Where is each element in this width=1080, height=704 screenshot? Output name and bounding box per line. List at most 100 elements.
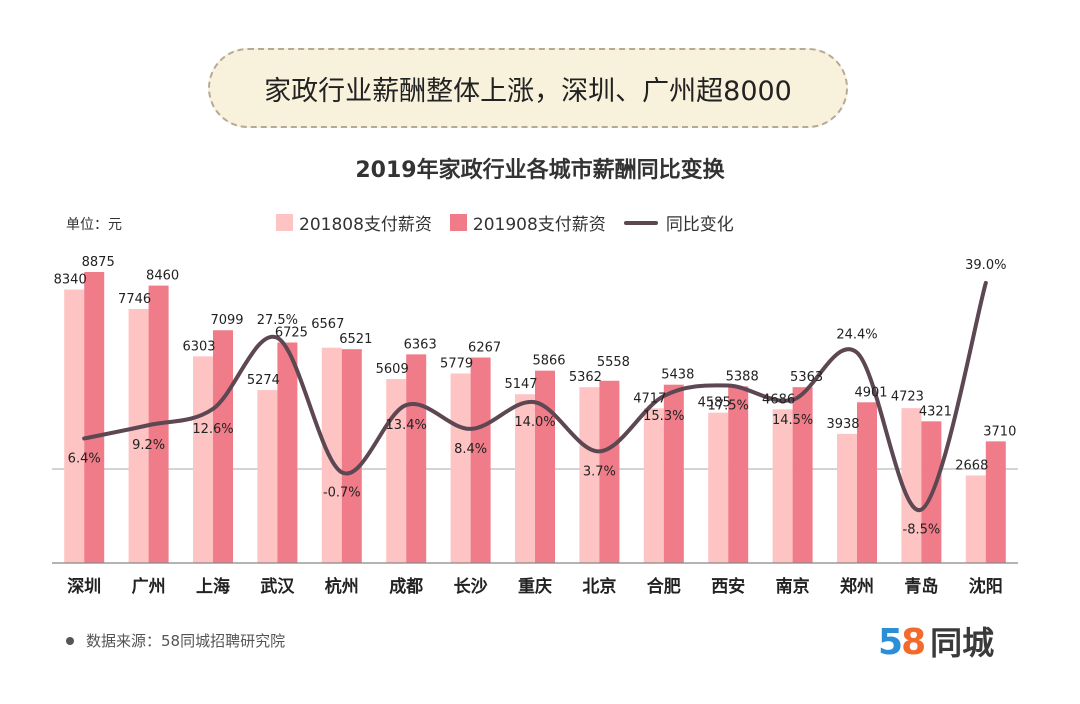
category-label-1: 广州 bbox=[132, 576, 166, 597]
pct-label-2: 12.6% bbox=[192, 422, 233, 437]
legend-label-yoy: 同比变化 bbox=[665, 215, 734, 235]
value-label-2019-8: 5558 bbox=[597, 355, 630, 370]
bar-2019-5 bbox=[406, 354, 427, 563]
bar-2018-14 bbox=[965, 475, 986, 563]
value-label-2018-2: 6303 bbox=[182, 339, 215, 354]
bar-2019-0 bbox=[84, 272, 105, 563]
value-label-2018-3: 5274 bbox=[247, 373, 280, 388]
value-label-2019-0: 8875 bbox=[82, 255, 115, 270]
category-label-6: 长沙 bbox=[454, 576, 488, 597]
category-label-9: 合肥 bbox=[647, 576, 681, 597]
bar-2018-12 bbox=[837, 433, 857, 563]
bar-2018-6 bbox=[450, 373, 471, 563]
category-label-13: 青岛 bbox=[904, 576, 938, 597]
pct-label-7: 14.0% bbox=[514, 415, 555, 430]
bar-2018-13 bbox=[901, 408, 922, 563]
legend-swatch-2018 bbox=[276, 214, 293, 231]
value-label-2018-11: 4686 bbox=[762, 392, 795, 407]
legend-item-2018: 201808支付薪资 bbox=[276, 210, 432, 235]
legend-swatch-2019 bbox=[449, 214, 467, 231]
source-text: 数据来源：58同城招聘研究院 bbox=[86, 632, 286, 650]
value-label-2018-6: 5779 bbox=[440, 357, 473, 372]
value-label-2019-1: 8460 bbox=[146, 269, 179, 284]
value-label-2018-10: 4585 bbox=[698, 396, 731, 411]
yoy-line bbox=[82, 280, 988, 512]
bar-2018-8 bbox=[579, 387, 600, 563]
value-label-2018-4: 6567 bbox=[311, 317, 344, 332]
value-label-2019-10: 5388 bbox=[726, 369, 759, 384]
bar-2018-5 bbox=[386, 379, 407, 563]
pct-label-1: 9.2% bbox=[132, 438, 165, 453]
value-label-2019-3: 6725 bbox=[275, 325, 308, 340]
bar-2018-1 bbox=[128, 309, 149, 563]
value-label-2018-13: 4723 bbox=[891, 389, 924, 404]
unit-label: 单位：元 bbox=[66, 217, 122, 233]
bar-2019-12 bbox=[857, 402, 877, 563]
pct-label-4: -0.7% bbox=[323, 485, 361, 500]
data-source: 数据来源：58同城招聘研究院 bbox=[66, 630, 285, 651]
pct-label-11: 14.5% bbox=[772, 413, 813, 428]
bar-2019-8 bbox=[599, 380, 620, 563]
value-label-2019-13: 4321 bbox=[919, 404, 952, 419]
bar-2018-11 bbox=[772, 409, 793, 563]
category-label-0: 深圳 bbox=[67, 576, 101, 597]
bar-2018-3 bbox=[257, 390, 278, 563]
value-label-2019-4: 6521 bbox=[339, 332, 372, 347]
category-label-7: 重庆 bbox=[518, 576, 552, 597]
pct-label-9: 15.3% bbox=[643, 409, 684, 424]
value-label-2018-9: 4717 bbox=[633, 391, 666, 406]
value-label-2019-12: 4901 bbox=[854, 385, 887, 400]
category-label-10: 西安 bbox=[711, 576, 745, 597]
logo-digit-5: 5 bbox=[878, 622, 903, 663]
bar-2019-3 bbox=[277, 342, 298, 563]
bar-2019-7 bbox=[535, 370, 555, 563]
value-label-2019-6: 6267 bbox=[468, 341, 501, 356]
category-label-8: 北京 bbox=[582, 576, 616, 597]
logo-text: 同城 bbox=[930, 624, 995, 662]
value-label-2018-14: 2668 bbox=[955, 459, 988, 474]
legend-label-2019: 201908支付薪资 bbox=[472, 215, 606, 235]
bar-2018-2 bbox=[193, 356, 213, 563]
logo-digit-8: 8 bbox=[901, 622, 927, 663]
category-label-2: 上海 bbox=[196, 576, 230, 597]
value-label-2018-1: 7746 bbox=[118, 292, 151, 307]
legend-item-yoy: 同比变化 bbox=[623, 210, 734, 235]
category-label-11: 南京 bbox=[776, 576, 810, 597]
pct-label-8: 3.7% bbox=[583, 464, 616, 479]
chart-legend: 201808支付薪资 201908支付薪资 同比变化 bbox=[276, 210, 752, 235]
bar-2019-9 bbox=[663, 384, 684, 563]
pct-label-5: 13.4% bbox=[386, 418, 427, 433]
pct-label-3: 27.5% bbox=[257, 313, 298, 328]
value-label-2019-11: 5363 bbox=[790, 370, 823, 385]
bar-2019-10 bbox=[728, 386, 749, 563]
headline-text: 家政行业薪酬整体上涨，深圳、广州超8000 bbox=[264, 75, 792, 107]
pct-label-10: 17.5% bbox=[708, 399, 749, 414]
value-label-2018-7: 5147 bbox=[504, 377, 537, 392]
category-label-14: 沈阳 bbox=[969, 576, 1003, 597]
bar-2018-0 bbox=[64, 289, 85, 563]
pct-label-6: 8.4% bbox=[454, 442, 487, 457]
pct-label-0: 6.4% bbox=[68, 451, 101, 466]
value-label-2019-7: 5866 bbox=[532, 354, 565, 369]
bar-2019-14 bbox=[985, 441, 1006, 563]
value-label-2019-2: 7099 bbox=[210, 313, 243, 328]
value-label-2018-8: 5362 bbox=[569, 370, 602, 385]
bar-2018-10 bbox=[708, 412, 729, 563]
bar-2019-11 bbox=[792, 387, 813, 563]
category-label-4: 杭州 bbox=[325, 576, 359, 597]
bar-2018-9 bbox=[643, 408, 664, 563]
legend-swatch-yoy bbox=[623, 220, 658, 225]
bullet-icon bbox=[66, 636, 74, 645]
pct-label-14: 39.0% bbox=[965, 258, 1006, 273]
category-label-3: 武汉 bbox=[260, 576, 295, 597]
value-label-2018-5: 5609 bbox=[376, 362, 409, 377]
legend-item-2019: 201908支付薪资 bbox=[449, 210, 606, 235]
value-label-2019-9: 5438 bbox=[661, 368, 694, 383]
pct-label-13: -8.5% bbox=[903, 523, 941, 538]
bar-2019-4 bbox=[341, 349, 362, 563]
value-label-2018-12: 3938 bbox=[826, 417, 859, 432]
category-label-12: 郑州 bbox=[840, 576, 874, 597]
value-label-2018-0: 8340 bbox=[54, 273, 87, 288]
logo-58tongcheng: 5 8 同城 bbox=[878, 618, 994, 664]
